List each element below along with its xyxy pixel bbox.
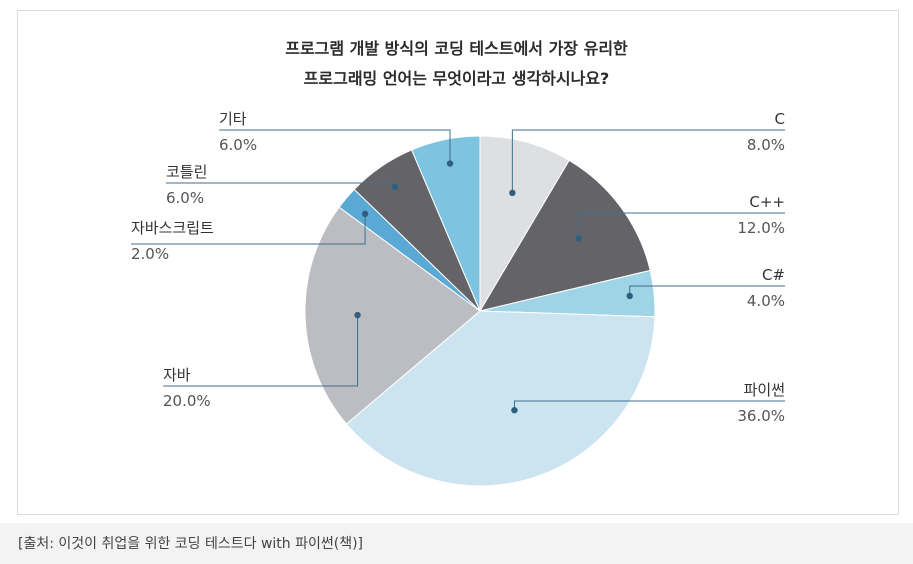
label-cpp-percent: 12.0%: [737, 219, 785, 237]
pie-slice-c: [479, 135, 570, 313]
title-line-2: 프로그래밍 언어는 무엇이라고 생각하시나요?: [303, 69, 610, 88]
leader-dot-kotlin: [391, 183, 399, 191]
label-kotlin-name: 코틀린: [166, 163, 208, 181]
label-java-name: 자바: [163, 366, 191, 384]
label-c: C 8.0%: [747, 110, 785, 154]
chart-title: 프로그램 개발 방식의 코딩 테스트에서 가장 유리한 프로그래밍 언어는 무엇…: [0, 34, 913, 94]
source-caption: [출처: 이것이 취업을 위한 코딩 테스트다 with 파이썬(책)]: [0, 523, 913, 564]
leader-line-cpp: [578, 212, 785, 239]
leader-dot-etc: [446, 160, 454, 167]
leader-dot-java: [354, 311, 361, 319]
leader-dot-csharp: [626, 292, 633, 300]
leader-line-javascript: [131, 213, 366, 245]
label-java-percent: 20.0%: [163, 392, 211, 410]
label-etc-percent: 6.0%: [219, 136, 258, 154]
leader-dot-cpp: [575, 235, 582, 242]
leader-line-c: [511, 129, 785, 193]
label-kotlin-percent: 6.0%: [166, 189, 205, 207]
pie-slice-java: [304, 206, 481, 425]
pie-slice-python: [345, 310, 656, 487]
label-javascript-percent: 2.0%: [131, 245, 170, 263]
label-etc-name: 기타: [219, 110, 247, 128]
label-csharp-name: C#: [761, 266, 785, 284]
pie-slice-etc: [411, 135, 481, 312]
source-text: [출처: 이것이 취업을 위한 코딩 테스트다 with 파이썬(책)]: [18, 536, 364, 552]
label-cpp: C++ 12.0%: [737, 193, 785, 237]
label-cpp-name: C++: [749, 193, 785, 211]
leader-line-etc: [219, 129, 451, 164]
label-python: 파이썬 36.0%: [737, 381, 785, 425]
leader-dot-python: [511, 406, 518, 414]
leader-dot-javascript: [361, 210, 369, 218]
title-line-1: 프로그램 개발 방식의 코딩 테스트에서 가장 유리한: [285, 39, 628, 58]
label-javascript: 자바스크립트 2.0%: [131, 219, 214, 263]
label-c-percent: 8.0%: [746, 136, 785, 154]
pie-slice-cpp: [478, 159, 651, 312]
label-c-name: C: [774, 110, 785, 128]
leader-line-java: [163, 315, 359, 387]
label-python-name: 파이썬: [743, 381, 785, 399]
label-kotlin: 코틀린 6.0%: [166, 163, 207, 207]
label-python-percent: 36.0%: [737, 407, 785, 425]
label-java: 자바 20.0%: [163, 366, 211, 410]
label-javascript-name: 자바스크립트: [131, 219, 214, 237]
label-csharp-percent: 4.0%: [746, 292, 785, 310]
leader-dot-c: [509, 189, 516, 197]
leader-line-csharp: [629, 285, 785, 296]
label-csharp: C# 4.0%: [747, 266, 785, 310]
label-etc: 기타 6.0%: [219, 110, 257, 154]
